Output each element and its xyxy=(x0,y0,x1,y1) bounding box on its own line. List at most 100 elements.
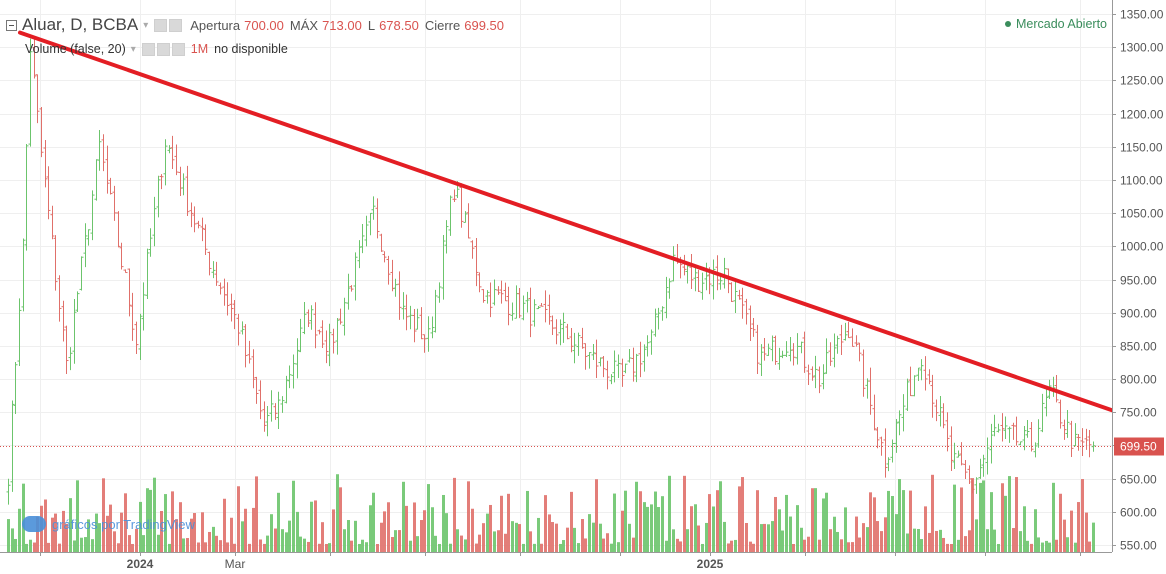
volume-bar xyxy=(1092,522,1095,552)
volume-bar xyxy=(36,516,39,552)
volume-bar xyxy=(263,543,266,552)
volume-bar xyxy=(168,543,171,552)
volume-bar xyxy=(939,529,942,552)
cloud-icon xyxy=(22,516,46,532)
volume-bar xyxy=(847,542,850,552)
chevron-down-icon[interactable]: ▾ xyxy=(130,43,136,55)
volume-bar xyxy=(442,494,445,552)
volume-bar xyxy=(771,521,774,552)
volume-bar xyxy=(128,535,131,552)
y-tick-label: 1200.00 xyxy=(1120,108,1164,122)
volume-bar xyxy=(1015,477,1018,552)
volume-bar xyxy=(884,517,887,552)
volume-bar xyxy=(358,543,361,552)
volume-bar xyxy=(1059,493,1062,552)
volume-bar xyxy=(661,496,664,552)
trendline xyxy=(18,30,1114,413)
volume-label[interactable]: Volume (false, 20) xyxy=(25,42,126,56)
volume-bar xyxy=(1037,537,1040,552)
volume-bar xyxy=(979,482,982,552)
high-label: MÁX xyxy=(289,17,319,33)
volume-bar xyxy=(109,504,112,552)
volume-bar xyxy=(690,506,693,552)
volume-bar xyxy=(975,519,978,552)
volume-bar xyxy=(1041,542,1044,552)
volume-bar xyxy=(33,542,36,552)
volume-bar xyxy=(120,512,123,552)
volume-bar xyxy=(551,522,554,552)
volume-bar xyxy=(617,542,620,552)
collapse-icon[interactable] xyxy=(6,19,17,31)
volume-bar xyxy=(997,543,1000,552)
volume-bar xyxy=(595,479,598,552)
volume-bar xyxy=(233,543,236,552)
volume-bar xyxy=(277,492,280,552)
volume-bar xyxy=(964,536,967,552)
volume-bar xyxy=(7,519,10,552)
volume-bar xyxy=(818,539,821,552)
volume-bar xyxy=(149,489,152,552)
volume-bar xyxy=(347,520,350,552)
y-tick-label: 1350.00 xyxy=(1120,8,1164,22)
volume-bar xyxy=(632,537,635,552)
volume-bar xyxy=(602,538,605,552)
volume-bar xyxy=(343,529,346,552)
tradingview-branding[interactable]: gráficos por TradingView xyxy=(22,516,195,532)
volume-bar xyxy=(475,543,478,552)
volume-bar xyxy=(796,505,799,552)
settings-icon[interactable] xyxy=(141,42,155,56)
volume-bar xyxy=(467,481,470,552)
volume-bar xyxy=(665,540,668,552)
volume-bar xyxy=(482,523,485,552)
volume-bar xyxy=(252,507,255,552)
volume-bar xyxy=(880,531,883,552)
volume-bar xyxy=(657,507,660,552)
volume-bar xyxy=(493,531,496,552)
volume-bar xyxy=(953,484,956,552)
volume-bar xyxy=(866,527,869,552)
volume-bar xyxy=(201,512,204,552)
last-price-label: 699.50 xyxy=(1120,440,1157,454)
volume-bar xyxy=(577,543,580,552)
volume-bar xyxy=(555,523,558,552)
chevron-down-icon[interactable]: ▾ xyxy=(143,19,149,31)
volume-bar xyxy=(942,537,945,552)
volume-bar xyxy=(58,543,61,552)
status-dot-icon xyxy=(1004,21,1011,27)
volume-bar xyxy=(635,481,638,552)
close-icon[interactable] xyxy=(171,42,185,56)
close-value: 699.50 xyxy=(464,17,504,33)
volume-bar xyxy=(244,508,247,552)
volume-bar xyxy=(990,492,993,552)
volume-bar xyxy=(697,525,700,552)
settings-icon[interactable] xyxy=(154,18,168,32)
volume-bar xyxy=(285,532,288,552)
volume-bar xyxy=(946,543,949,552)
volume-bar xyxy=(814,488,817,552)
volume-bar xyxy=(18,508,21,552)
volume-bar xyxy=(1012,528,1015,552)
volume-bar xyxy=(124,493,127,552)
volume-bar xyxy=(230,517,233,552)
volume-bar xyxy=(354,520,357,552)
volume-bar xyxy=(179,502,182,552)
hide-icon[interactable] xyxy=(169,18,183,32)
volume-bar xyxy=(1026,540,1029,552)
hide-icon[interactable] xyxy=(156,42,170,56)
y-tick-label: 1250.00 xyxy=(1120,74,1164,88)
volume-bar xyxy=(719,481,722,552)
volume-bar xyxy=(1034,509,1037,552)
open-label: Apertura xyxy=(190,17,241,33)
volume-bar xyxy=(164,494,167,552)
volume-bar xyxy=(920,539,923,552)
volume-bar xyxy=(84,537,87,552)
volume-bar xyxy=(811,488,814,552)
volume-bar xyxy=(982,480,985,552)
volume-bar xyxy=(489,504,492,552)
symbol-title[interactable]: Aluar, D, BCBA xyxy=(22,15,139,34)
volume-bar xyxy=(296,511,299,552)
volume-bar xyxy=(14,538,17,552)
volume-bar xyxy=(511,521,514,552)
volume-bar xyxy=(47,542,50,552)
